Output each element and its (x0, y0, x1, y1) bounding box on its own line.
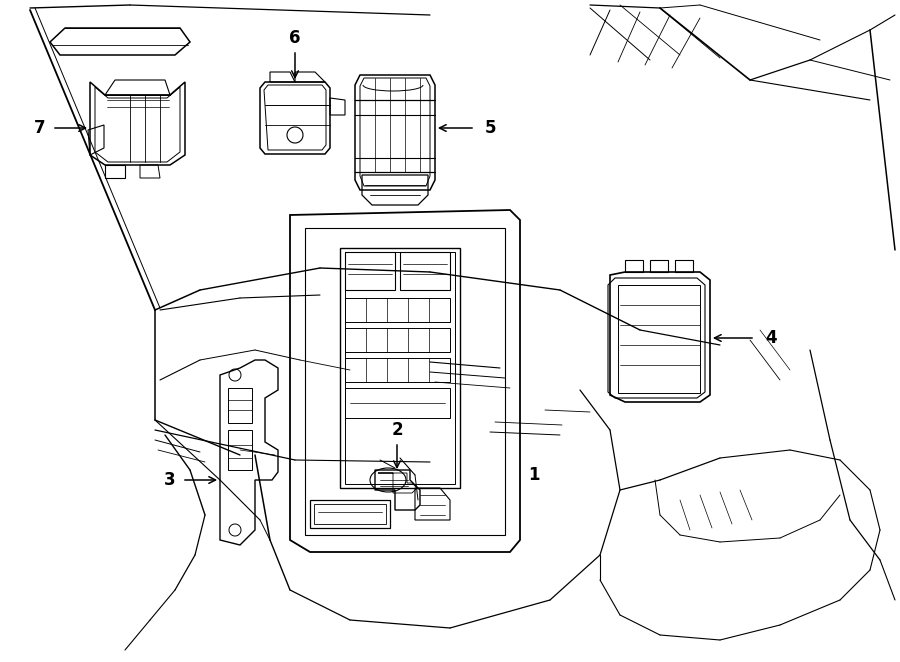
Bar (345, 298, 450, 322)
Text: 2: 2 (392, 421, 403, 439)
Bar (345, 252, 395, 290)
Text: 6: 6 (289, 29, 301, 47)
Text: 7: 7 (34, 119, 46, 137)
Bar (675, 260, 693, 272)
Bar (345, 252, 455, 484)
Bar (340, 248, 460, 488)
Bar (310, 500, 390, 528)
Bar (345, 358, 450, 382)
Bar (345, 388, 450, 418)
Text: 3: 3 (164, 471, 176, 489)
Text: 5: 5 (485, 119, 497, 137)
Bar (618, 285, 700, 393)
Bar (314, 504, 386, 524)
Text: 1: 1 (528, 466, 539, 484)
Text: 4: 4 (765, 329, 777, 347)
Bar (345, 328, 450, 352)
Bar (650, 260, 668, 272)
Bar (228, 388, 252, 423)
Bar (625, 260, 643, 272)
Bar (228, 430, 252, 470)
Bar (400, 252, 450, 290)
